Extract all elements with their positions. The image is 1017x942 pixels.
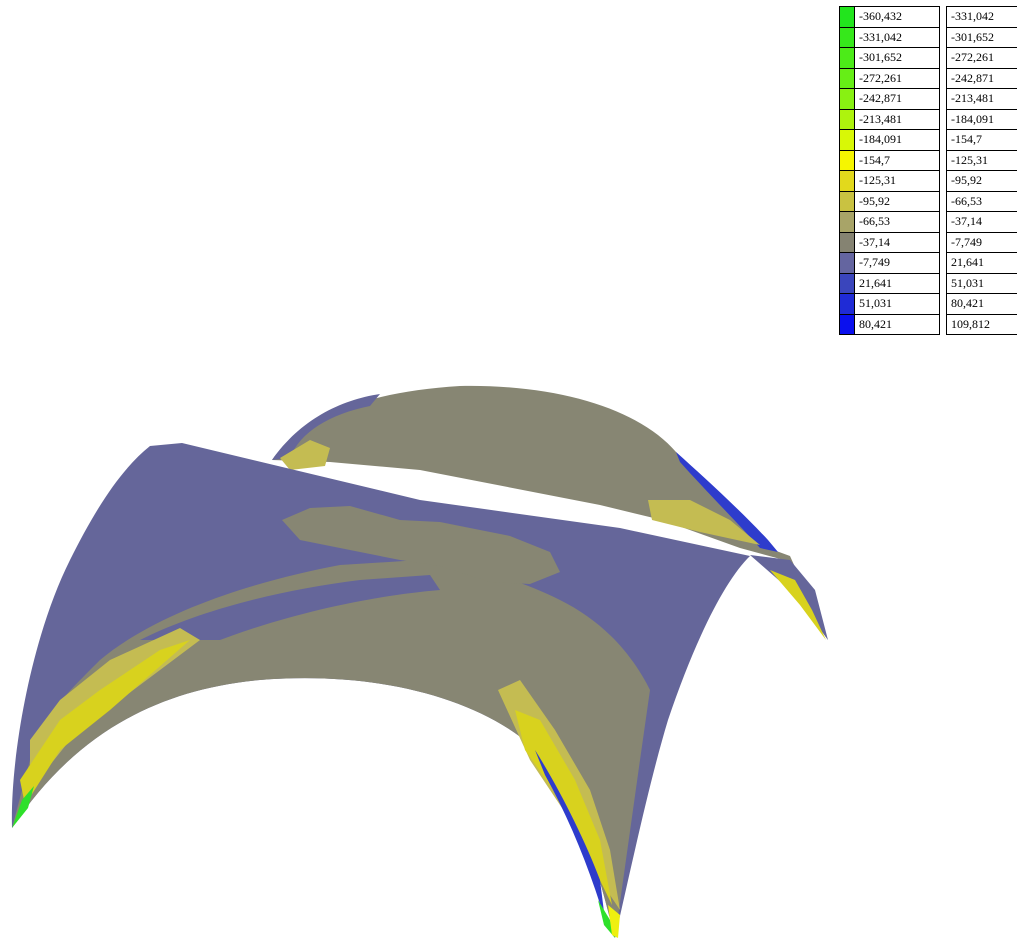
color-scale-legend: -360,432 -331,042 -331,042 -301,652 -301,652…	[839, 6, 1017, 335]
legend-swatch	[839, 26, 855, 48]
legend-swatch	[839, 129, 855, 151]
front-vault	[11, 443, 750, 938]
legend-gap	[939, 47, 947, 68]
legend-range-from: -37,14	[854, 231, 940, 253]
legend-row: -184,091 -154,7	[839, 129, 1017, 151]
front-vault-slate-stripe	[140, 575, 440, 640]
back-arch	[272, 385, 828, 640]
legend-gap	[939, 27, 947, 48]
legend-range-to: -301,652	[946, 26, 1017, 48]
legend-gap	[939, 232, 947, 253]
back-arch-blue-edge-right	[676, 452, 778, 552]
legend-gap	[939, 170, 947, 191]
left-foot-yellow	[30, 628, 200, 790]
legend-row: -154,7 -125,31	[839, 149, 1017, 171]
legend-gap	[939, 273, 947, 294]
legend-row: -66,53 -37,14	[839, 211, 1017, 233]
legend-range-to: -213,481	[946, 88, 1017, 110]
legend-swatch	[839, 190, 855, 212]
legend-swatch	[839, 272, 855, 294]
legend-swatch	[839, 211, 855, 233]
legend-gap	[939, 109, 947, 130]
legend-gap	[939, 191, 947, 212]
legend-swatch	[839, 108, 855, 130]
legend-swatch	[839, 170, 855, 192]
legend-swatch	[839, 67, 855, 89]
right-foot-tip-yellow	[608, 905, 620, 938]
front-vault-olive-island	[282, 506, 560, 584]
legend-range-to: 109,812	[946, 313, 1017, 335]
legend-row: -7,749 21,641	[839, 252, 1017, 274]
right-foot-green	[598, 900, 615, 938]
legend-row: 80,421 109,812	[839, 313, 1017, 335]
legend-swatch	[839, 47, 855, 69]
back-arch-yellow-patch-right	[648, 500, 760, 545]
left-foot-green	[12, 786, 34, 828]
legend-swatch	[839, 313, 855, 335]
legend-range-from: 51,031	[854, 293, 940, 315]
legend-range-to: 21,641	[946, 252, 1017, 274]
legend-range-to: 51,031	[946, 272, 1017, 294]
legend-range-from: -154,7	[854, 149, 940, 171]
legend-gap	[939, 150, 947, 171]
legend-range-to: -7,749	[946, 231, 1017, 253]
legend-range-from: -360,432	[854, 6, 940, 28]
legend-range-to: -242,871	[946, 67, 1017, 89]
legend-range-from: 21,641	[854, 272, 940, 294]
legend-range-from: -242,871	[854, 88, 940, 110]
legend-row: -331,042 -301,652	[839, 26, 1017, 48]
legend-gap	[939, 68, 947, 89]
legend-range-to: 80,421	[946, 293, 1017, 315]
legend-row: -360,432 -331,042	[839, 6, 1017, 28]
legend-row: -301,652 -272,261	[839, 47, 1017, 69]
legend-row: -213,481 -184,091	[839, 108, 1017, 130]
right-foot-blue	[535, 750, 605, 920]
legend-range-from: -7,749	[854, 252, 940, 274]
legend-range-to: -37,14	[946, 211, 1017, 233]
legend-range-to: -154,7	[946, 129, 1017, 151]
legend-swatch	[839, 149, 855, 171]
legend-gap	[939, 211, 947, 232]
legend-range-to: -184,091	[946, 108, 1017, 130]
legend-row: -242,871 -213,481	[839, 88, 1017, 110]
legend-range-from: -125,31	[854, 170, 940, 192]
legend-gap	[939, 129, 947, 150]
legend-row: -95,92 -66,53	[839, 190, 1017, 212]
legend-range-from: -66,53	[854, 211, 940, 233]
back-arch-yellow-patch-left	[280, 440, 330, 470]
legend-swatch	[839, 252, 855, 274]
legend-swatch	[839, 88, 855, 110]
legend-row: 51,031 80,421	[839, 293, 1017, 315]
legend-range-from: -331,042	[854, 26, 940, 48]
legend-gap	[939, 314, 947, 335]
legend-range-to: -66,53	[946, 190, 1017, 212]
legend-range-to: -125,31	[946, 149, 1017, 171]
legend-gap	[939, 88, 947, 109]
legend-gap	[939, 293, 947, 314]
back-arch-blue-edge-left	[272, 394, 380, 460]
legend-range-from: 80,421	[854, 313, 940, 335]
legend-swatch	[839, 293, 855, 315]
legend-range-from: -213,481	[854, 108, 940, 130]
legend-gap	[939, 252, 947, 273]
legend-range-from: -184,091	[854, 129, 940, 151]
legend-range-from: -95,92	[854, 190, 940, 212]
back-arch-right-foot	[750, 555, 828, 640]
legend-row: 21,641 51,031	[839, 272, 1017, 294]
legend-range-to: -331,042	[946, 6, 1017, 28]
legend-range-to: -272,261	[946, 47, 1017, 69]
legend-swatch	[839, 231, 855, 253]
legend-range-from: -272,261	[854, 67, 940, 89]
legend-row: -272,261 -242,871	[839, 67, 1017, 89]
legend-range-from: -301,652	[854, 47, 940, 69]
legend-swatch	[839, 6, 855, 28]
legend-row: -125,31 -95,92	[839, 170, 1017, 192]
legend-range-to: -95,92	[946, 170, 1017, 192]
legend-row: -37,14 -7,749	[839, 231, 1017, 253]
legend-gap	[939, 6, 947, 27]
